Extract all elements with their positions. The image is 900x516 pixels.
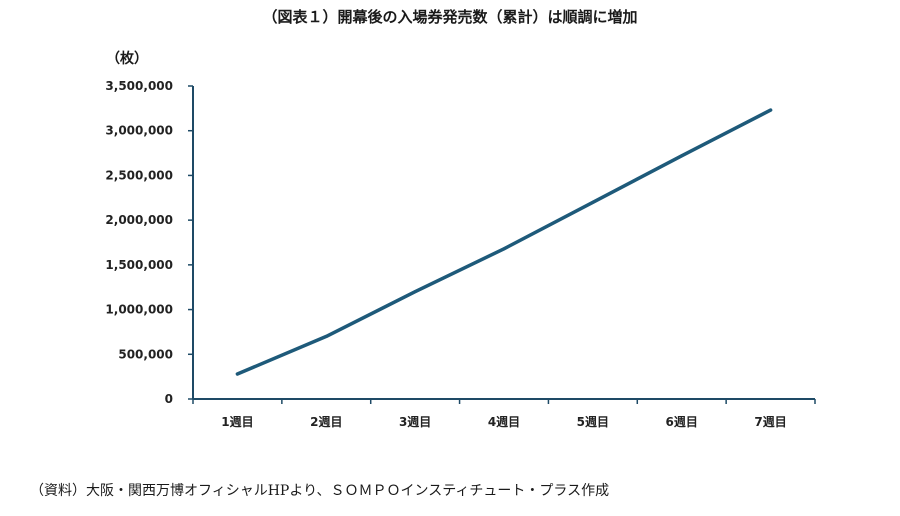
x-tick-label: 7週目 — [754, 414, 786, 429]
series-group — [235, 108, 773, 376]
source-note: （資料）大阪・関西万博オフィシャルHPより、ＳＯＭＰＯインスティチュート・プラス… — [30, 483, 610, 499]
y-axis-unit-label: （枚） — [106, 51, 148, 67]
y-tick-label: 2,000,000 — [105, 213, 173, 227]
x-tick-label: 6週目 — [666, 414, 698, 429]
data-point — [413, 290, 417, 294]
y-tick-label: 1,000,000 — [105, 303, 173, 317]
data-point — [502, 247, 506, 251]
y-tick-label: 2,500,000 — [105, 168, 173, 182]
y-tick-label: 1,500,000 — [105, 258, 173, 272]
data-point — [324, 334, 328, 338]
series-line — [235, 108, 773, 376]
x-axis: 1週目 2週目 3週目 4週目 5週目 6週目 7週目 — [192, 398, 816, 429]
chart-title: （図表１）開幕後の入場券発売数（累計）は順調に増加 — [262, 8, 638, 26]
x-tick-label: 4週目 — [488, 414, 520, 429]
y-tick-label: 3,500,000 — [105, 79, 173, 93]
data-point — [680, 154, 684, 158]
y-tick-label: 3,000,000 — [105, 124, 173, 138]
data-point — [769, 108, 773, 112]
y-axis: 0 500,000 1,000,000 1,500,000 2,000,000 2,500… — [105, 79, 194, 406]
x-tick-label: 5週目 — [577, 414, 609, 429]
data-point — [591, 200, 595, 204]
x-tick-label: 2週目 — [310, 414, 342, 429]
x-tick-label: 1週目 — [221, 414, 253, 429]
y-tick-label: 500,000 — [118, 347, 173, 361]
y-tick-label: 0 — [165, 392, 173, 406]
x-tick-label: 3週目 — [399, 414, 431, 429]
data-point — [235, 372, 239, 376]
